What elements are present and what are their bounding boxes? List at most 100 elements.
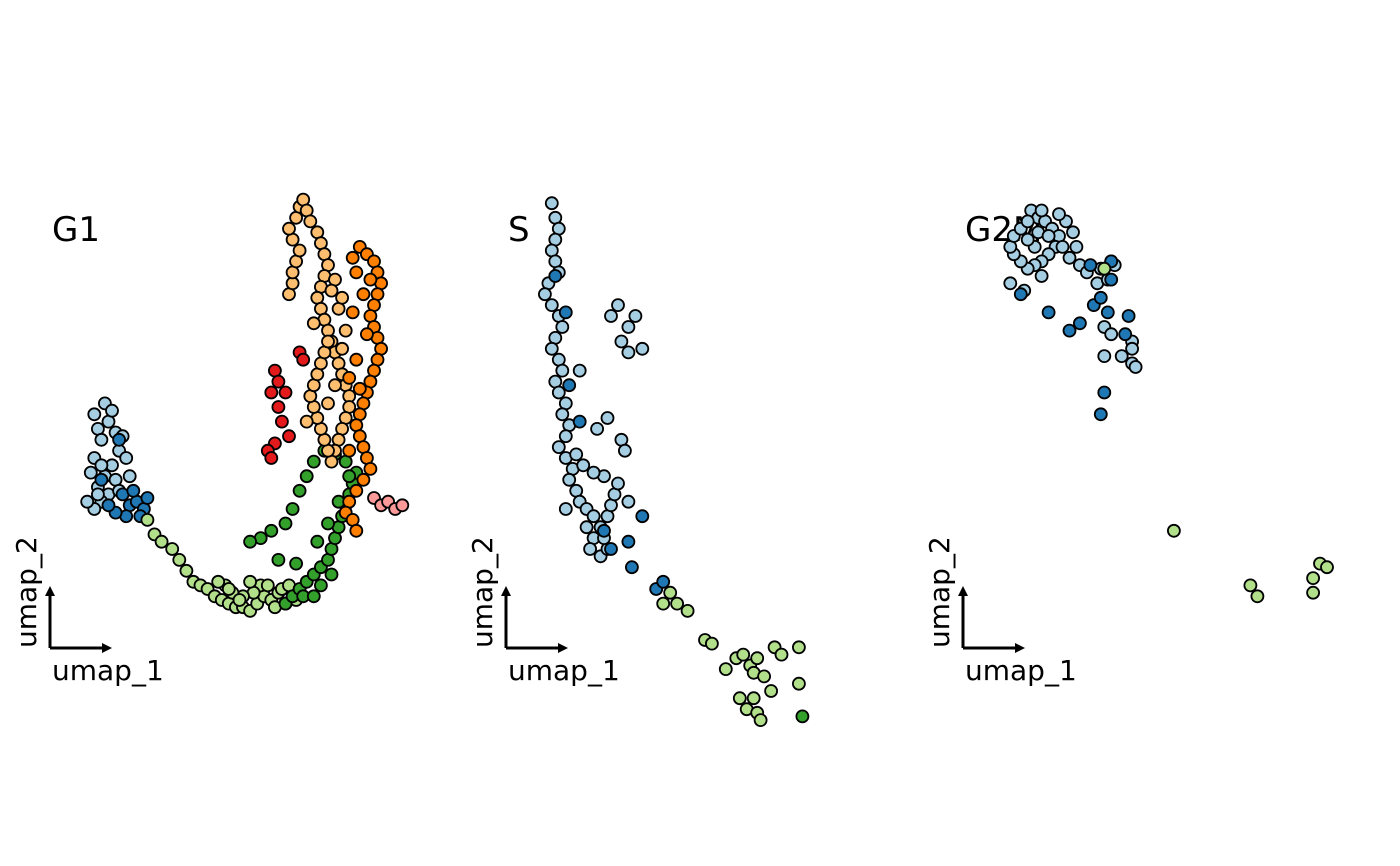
data-point: [94, 432, 109, 447]
data-point: [179, 563, 194, 578]
data-point: [548, 269, 563, 283]
data-point: [278, 385, 293, 400]
data-point: [1097, 385, 1112, 400]
y-arrow-head: [958, 586, 968, 596]
data-point: [94, 472, 109, 487]
data-point: [544, 298, 559, 312]
data-point: [544, 196, 559, 211]
data-point: [628, 309, 643, 323]
data-point: [83, 465, 98, 480]
data-point: [635, 509, 650, 524]
data-point: [544, 341, 559, 356]
data-point: [165, 542, 180, 556]
data-point: [303, 214, 318, 229]
y-arrow-head: [45, 586, 55, 596]
data-point: [324, 283, 339, 298]
data-point: [112, 432, 126, 447]
data-point: [321, 516, 335, 531]
data-point: [680, 603, 695, 618]
data-point: [624, 560, 639, 575]
x-axis-label: umap_1: [965, 654, 1077, 687]
data-point: [1073, 316, 1087, 331]
data-point: [140, 512, 155, 527]
x-arrow-head: [102, 643, 112, 653]
data-point: [621, 494, 636, 509]
data-point: [611, 298, 625, 312]
data-point: [555, 320, 570, 334]
data-point: [663, 585, 678, 600]
data-point: [271, 374, 286, 389]
y-axis-label: umap_2: [10, 536, 43, 648]
data-point: [342, 443, 357, 458]
data-point: [1083, 258, 1098, 272]
data-point: [1100, 305, 1115, 320]
data-point: [621, 320, 636, 334]
data-point: [282, 221, 296, 236]
data-point: [299, 469, 314, 484]
data-point: [562, 472, 577, 487]
data-point: [274, 414, 289, 429]
data-point: [260, 578, 275, 593]
data-point: [1320, 560, 1334, 575]
data-point: [736, 647, 751, 662]
data-point: [232, 593, 247, 607]
data-point: [579, 520, 594, 535]
data-point: [555, 363, 570, 378]
data-point: [1104, 272, 1119, 287]
data-point: [1062, 323, 1077, 338]
data-point: [306, 589, 321, 604]
data-point: [345, 305, 360, 320]
data-point: [278, 516, 293, 531]
data-point: [569, 447, 584, 462]
data-point: [80, 494, 95, 509]
data-point: [604, 309, 618, 323]
data-point: [356, 287, 371, 302]
data-point: [94, 458, 109, 473]
x-axis-label: umap_1: [52, 654, 164, 687]
data-point: [656, 574, 671, 589]
axis-arrows: [501, 586, 568, 653]
y-arrow-head: [501, 586, 511, 596]
data-point: [1114, 349, 1129, 364]
data-point: [1052, 207, 1066, 222]
axis-arrows: [958, 586, 1025, 653]
data-point: [791, 640, 806, 655]
data-point: [635, 341, 650, 356]
data-point: [1128, 360, 1143, 374]
data-point: [296, 352, 311, 367]
data-point: [342, 370, 357, 385]
data-point: [1066, 225, 1080, 240]
data-point: [1097, 261, 1112, 276]
data-point: [140, 491, 155, 505]
data-point: [1243, 578, 1258, 593]
data-point: [1250, 589, 1265, 604]
scatter-plot-g2m: umap_1 umap_2: [923, 203, 1334, 687]
data-point: [562, 378, 577, 393]
data-point: [1306, 571, 1321, 586]
data-point: [105, 403, 119, 418]
scatter-plot-g1: umap_1 umap_2: [10, 192, 410, 687]
data-point: [349, 265, 364, 280]
data-point: [363, 272, 378, 287]
data-point: [154, 534, 169, 549]
data-point: [335, 341, 350, 356]
data-point: [586, 465, 601, 480]
data-point: [271, 400, 286, 414]
data-point: [600, 411, 615, 425]
data-point: [1104, 327, 1119, 342]
data-point: [321, 334, 335, 349]
data-point: [1166, 523, 1181, 538]
data-point: [621, 534, 636, 549]
data-point: [670, 596, 685, 611]
x-arrow-head: [1015, 643, 1025, 653]
data-point: [1062, 250, 1077, 265]
data-point: [289, 556, 304, 571]
data-point: [1093, 290, 1108, 305]
data-point: [795, 709, 810, 724]
data-point: [359, 327, 374, 342]
panel-g2m: G2M umap_1 umap_2: [923, 200, 1397, 700]
data-point: [101, 498, 116, 513]
panel-title: S: [508, 210, 530, 250]
data-point: [324, 567, 339, 582]
data-point: [122, 469, 137, 484]
